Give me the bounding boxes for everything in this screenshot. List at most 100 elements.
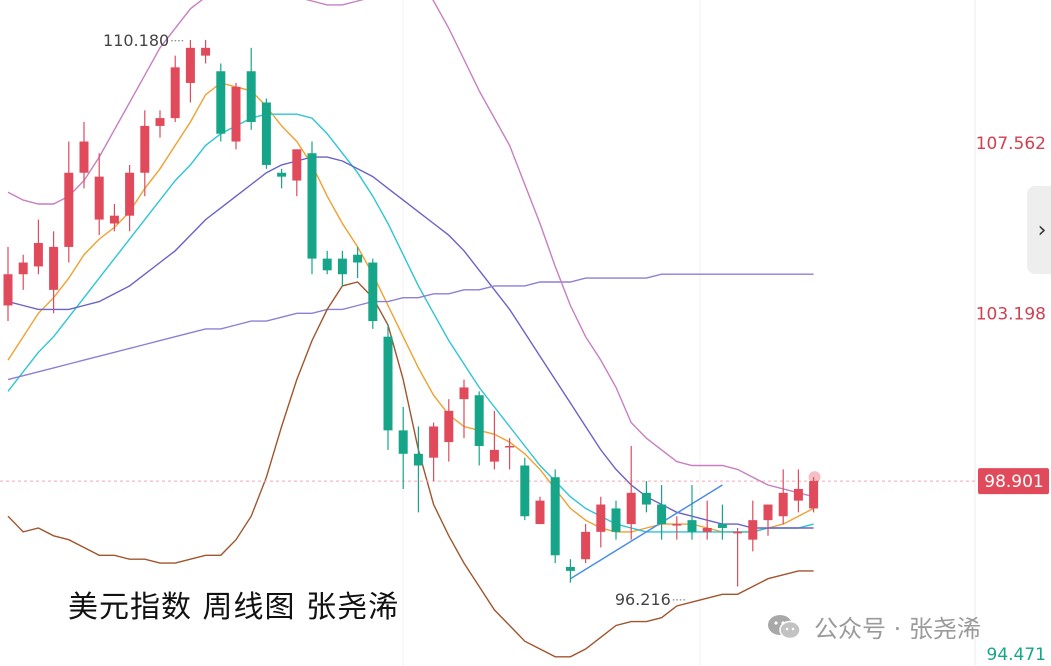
candle-body (79, 141, 89, 173)
candle-body (368, 262, 378, 322)
candle (109, 203, 119, 232)
candle (277, 168, 287, 189)
candle-body (398, 430, 408, 454)
candle-body (307, 153, 317, 259)
watermark: 公众号 · 张尧浠 (766, 609, 981, 644)
price-axis: 107.562 103.198 94.471 98.901 (976, 134, 1049, 665)
candle-body (140, 125, 150, 173)
candle-body (383, 336, 393, 431)
candle-body (596, 504, 606, 532)
candle (687, 485, 697, 540)
candle (444, 399, 454, 462)
candle-body (33, 243, 43, 267)
candle-body (231, 86, 241, 142)
candle-body (702, 527, 712, 532)
candle-body (353, 254, 363, 263)
candle-body (565, 566, 575, 571)
candle-body (246, 71, 256, 122)
candle (261, 98, 271, 169)
ma-long-line (7, 156, 814, 529)
watermark-text: 公众号 · 张尧浠 (814, 615, 981, 643)
candle-body (763, 504, 773, 521)
candle (672, 516, 682, 540)
candle (368, 258, 378, 329)
candle-body (337, 258, 347, 275)
ma-short-line (7, 82, 814, 533)
candle (292, 149, 302, 197)
candle (353, 246, 363, 279)
candle-body (125, 172, 135, 216)
trendline (570, 484, 723, 580)
candle (170, 55, 180, 122)
boll-lower-line (7, 281, 814, 658)
candle (763, 504, 773, 536)
candle (611, 500, 621, 540)
candle (535, 496, 545, 525)
candle-body (778, 492, 788, 517)
candle-body (535, 500, 545, 525)
candle-body (322, 258, 332, 271)
candle-body (672, 524, 682, 526)
candle-body (626, 492, 636, 525)
ma-mid-line (7, 113, 814, 533)
candle (550, 469, 560, 564)
candle (3, 246, 13, 322)
candle (79, 121, 89, 189)
candle-body (49, 246, 59, 290)
candle-body (3, 274, 13, 306)
current-price-badge (978, 468, 1049, 495)
candle (322, 250, 332, 275)
candle-body (641, 492, 651, 505)
candle-body (657, 504, 667, 525)
candle-body (109, 215, 119, 224)
candle (216, 63, 226, 142)
candle-body (429, 426, 439, 458)
candle (459, 379, 469, 439)
candle (505, 438, 515, 470)
candle-body (733, 531, 743, 534)
candle-body (216, 71, 226, 134)
candle (231, 82, 241, 150)
candle (185, 40, 195, 103)
candle-body (793, 488, 803, 501)
candle (33, 219, 43, 275)
candle-body (201, 47, 211, 56)
candle (429, 422, 439, 482)
candle (793, 469, 803, 513)
candle-body (581, 531, 591, 560)
y-axis-label: 107.562 (976, 134, 1046, 154)
candle-body (809, 481, 819, 509)
candle (778, 469, 788, 525)
annotation-high-label: 110.180 (103, 31, 169, 50)
candle (474, 391, 484, 466)
candle (201, 40, 211, 64)
candle (565, 559, 575, 583)
side-panel-toggle[interactable]: › (1027, 186, 1051, 274)
candle (246, 47, 256, 130)
candle-body (520, 465, 530, 517)
boll-upper-line (7, 0, 814, 498)
candle (657, 485, 667, 540)
candle-body (94, 176, 104, 220)
candle (140, 110, 150, 197)
current-price-label: 98.901 (984, 472, 1043, 492)
candle-body (748, 520, 758, 540)
candle-body (185, 47, 195, 83)
indicator-lines (0, 0, 975, 658)
candle (596, 496, 606, 548)
candle (155, 110, 165, 138)
candle (18, 254, 28, 290)
candle-body (64, 172, 74, 247)
chevron-right-icon: › (1037, 217, 1047, 243)
candle-body (505, 445, 515, 448)
candle-body (550, 477, 560, 556)
candle (702, 500, 712, 540)
ma-very-long-line (7, 273, 814, 381)
candle (413, 426, 423, 513)
candle-body (413, 453, 423, 466)
price-annotations: 110.180 96.216 (103, 31, 685, 609)
candle-body (18, 262, 28, 275)
candle (733, 527, 743, 587)
candle-body (474, 395, 484, 446)
candle-body (459, 387, 469, 400)
